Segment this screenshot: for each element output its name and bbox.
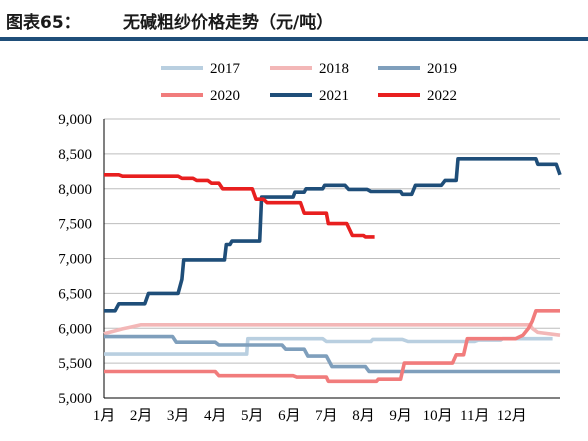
series-line-2021 — [104, 157, 562, 313]
title-bar: 图表65： 无碱粗纱价格走势（元/吨） — [0, 0, 588, 36]
x-tick-label: 5月 — [241, 408, 264, 424]
figure-label: 图表65： — [6, 13, 81, 33]
x-tick-label: 10月 — [423, 408, 453, 424]
x-tick-label: 4月 — [204, 408, 227, 424]
x-tick-label: 12月 — [497, 408, 527, 424]
y-tick-label: 7,500 — [58, 217, 92, 233]
series-line-2020 — [104, 309, 560, 384]
y-tick-label: 5,500 — [58, 356, 92, 372]
series-line-2018 — [103, 323, 561, 337]
legend-label-2021: 2021 — [319, 88, 349, 104]
y-tick-label: 9,000 — [58, 112, 92, 128]
series-line-2022 — [104, 173, 375, 239]
y-tick-label: 6,000 — [58, 321, 92, 337]
y-tick-label: 8,000 — [58, 182, 92, 198]
y-tick-label: 5,000 — [58, 391, 92, 407]
x-tick-label: 7月 — [315, 408, 338, 424]
x-tick-label: 11月 — [460, 408, 489, 424]
y-tick-label: 7,000 — [58, 252, 92, 268]
y-tick-label: 8,500 — [58, 147, 92, 163]
legend-label-2020: 2020 — [210, 88, 240, 104]
x-tick-label: 3月 — [167, 408, 190, 424]
chart-title: 无碱粗纱价格走势（元/吨） — [123, 13, 334, 33]
y-tick-label: 6,500 — [58, 286, 92, 302]
title-rule — [0, 37, 588, 41]
x-tick-label: 2月 — [130, 408, 153, 424]
series-line-2019 — [104, 334, 560, 374]
series-line-2017 — [104, 336, 553, 356]
legend-label-2022: 2022 — [427, 88, 457, 104]
x-tick-label: 1月 — [93, 408, 116, 424]
x-tick-label: 8月 — [352, 408, 375, 424]
legend-label-2018: 2018 — [319, 61, 349, 77]
x-tick-label: 6月 — [278, 408, 301, 424]
legend-label-2017: 2017 — [210, 61, 241, 77]
legend-label-2019: 2019 — [427, 61, 457, 77]
x-tick-label: 9月 — [389, 408, 412, 424]
